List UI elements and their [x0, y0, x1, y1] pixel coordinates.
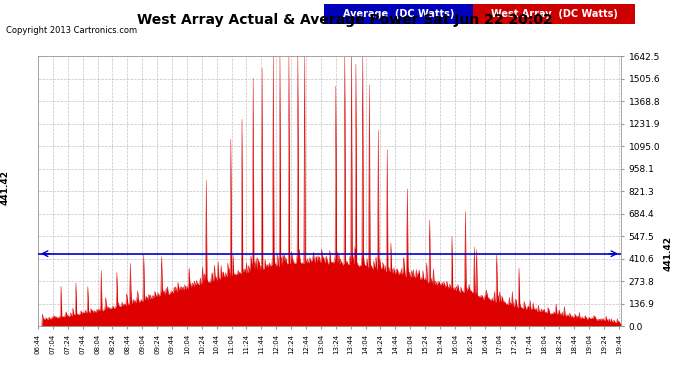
Text: Copyright 2013 Cartronics.com: Copyright 2013 Cartronics.com — [6, 26, 137, 35]
Text: West Array  (DC Watts): West Array (DC Watts) — [491, 9, 618, 19]
Text: Average  (DC Watts): Average (DC Watts) — [343, 9, 455, 19]
Text: West Array Actual & Average Power Sat Jun 22 20:02: West Array Actual & Average Power Sat Ju… — [137, 13, 553, 27]
Text: 441.42: 441.42 — [1, 170, 10, 205]
Text: 441.42: 441.42 — [664, 236, 673, 271]
